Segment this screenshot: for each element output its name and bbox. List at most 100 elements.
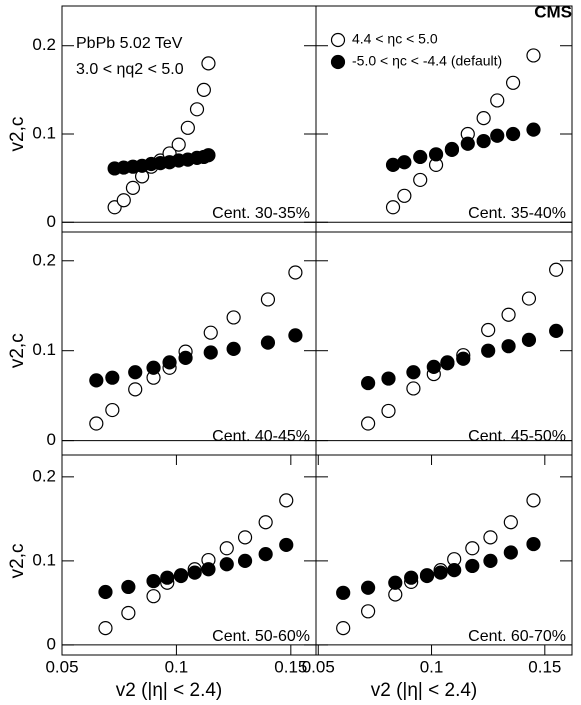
filled-marker <box>178 350 193 365</box>
open-marker <box>388 587 403 602</box>
filled-marker <box>456 351 471 366</box>
filled-marker <box>404 570 419 585</box>
filled-marker <box>397 155 412 170</box>
open-marker <box>128 382 143 397</box>
centrality-label: Cent. 30-35% <box>212 205 310 222</box>
open-marker <box>121 605 136 621</box>
centrality-label: Cent. 50-60% <box>212 628 310 645</box>
centrality-label: Cent. 35-40% <box>468 205 566 222</box>
open-marker <box>526 48 541 63</box>
open-marker <box>226 310 241 325</box>
open-marker <box>381 403 396 419</box>
open-marker <box>146 589 161 604</box>
y-axis-label: v2,c <box>7 333 28 368</box>
open-marker <box>406 381 421 396</box>
filled-marker <box>521 332 537 348</box>
open-marker <box>397 188 412 203</box>
y-tick-label: 0 <box>47 634 56 653</box>
open-marker <box>413 172 428 188</box>
filled-marker <box>490 128 505 143</box>
panel <box>98 493 294 636</box>
x-tick-label: 0.05 <box>45 657 78 676</box>
filled-marker <box>413 149 428 165</box>
open-marker <box>490 93 505 108</box>
open-marker <box>465 541 480 556</box>
open-marker <box>483 530 498 545</box>
filled-marker <box>501 339 516 354</box>
filled-marker <box>460 136 475 151</box>
y-tick-label: 0.2 <box>32 466 56 485</box>
open-marker <box>505 75 521 90</box>
x-tick-label: 0.1 <box>165 657 189 676</box>
open-marker <box>476 111 491 126</box>
legend-label: -5.0 < ηc < -4.4 (default) <box>352 53 502 69</box>
filled-marker <box>361 580 376 595</box>
y-tick-label: 0.2 <box>32 250 56 269</box>
panel <box>361 262 564 431</box>
open-marker <box>203 325 218 340</box>
open-marker <box>521 291 537 306</box>
filled-marker <box>173 568 189 583</box>
x-tick-label: 0.1 <box>420 657 444 676</box>
filled-marker <box>258 547 273 562</box>
filled-marker <box>98 584 113 600</box>
open-marker <box>105 402 120 418</box>
open-marker <box>219 541 234 556</box>
open-marker <box>237 530 253 545</box>
filled-marker <box>526 536 541 552</box>
y-tick-label: 0.2 <box>32 35 56 54</box>
filled-marker <box>203 345 218 360</box>
filled-marker <box>483 553 498 568</box>
centrality-label: Cent. 40-45% <box>212 428 310 445</box>
open-marker <box>279 493 294 508</box>
legend-marker <box>330 54 346 70</box>
filled-marker <box>426 359 441 374</box>
filled-marker <box>388 575 403 590</box>
open-marker <box>89 416 104 431</box>
x-tick-label: 0.15 <box>274 657 307 676</box>
filled-marker <box>201 148 216 163</box>
filled-marker <box>146 573 161 589</box>
filled-marker <box>288 328 303 343</box>
centrality-label: Cent. 45-50% <box>468 428 566 445</box>
open-marker <box>196 82 211 97</box>
filled-marker <box>162 355 177 370</box>
open-marker <box>503 515 518 530</box>
filled-marker <box>428 147 444 162</box>
filled-marker <box>260 335 276 350</box>
panel-frame <box>315 454 573 656</box>
filled-marker <box>481 343 496 358</box>
filled-marker <box>476 133 491 149</box>
experiment-label: CMS <box>534 2 572 21</box>
open-marker <box>260 292 276 307</box>
open-marker <box>385 200 401 215</box>
open-marker <box>116 193 131 208</box>
open-marker <box>180 120 195 135</box>
filled-marker <box>447 563 462 578</box>
y-tick-label: 0 <box>47 430 56 449</box>
y-tick-label: 0.1 <box>32 123 56 142</box>
panel <box>336 493 541 636</box>
filled-marker <box>440 355 455 370</box>
open-marker <box>201 56 216 71</box>
x-tick-label: 0.15 <box>528 657 561 676</box>
filled-marker <box>226 341 241 356</box>
y-tick-label: 0.1 <box>32 550 56 569</box>
filled-marker <box>444 141 460 157</box>
open-marker <box>171 137 186 152</box>
y-axis-label: v2,c <box>7 543 28 578</box>
open-marker <box>549 262 564 277</box>
filled-marker <box>201 562 216 577</box>
filled-marker <box>381 371 396 386</box>
filled-marker <box>433 565 448 580</box>
open-marker <box>526 493 541 508</box>
filled-marker <box>105 370 120 385</box>
x-axis-label: v2 (|η| < 2.4) <box>116 680 223 701</box>
x-axis-label: v2 (|η| < 2.4) <box>371 680 478 701</box>
filled-marker <box>187 565 202 580</box>
centrality-label: Cent. 60-70% <box>468 628 566 645</box>
filled-marker <box>465 558 480 574</box>
filled-marker <box>419 568 435 583</box>
y-tick-label: 0.1 <box>32 340 56 359</box>
